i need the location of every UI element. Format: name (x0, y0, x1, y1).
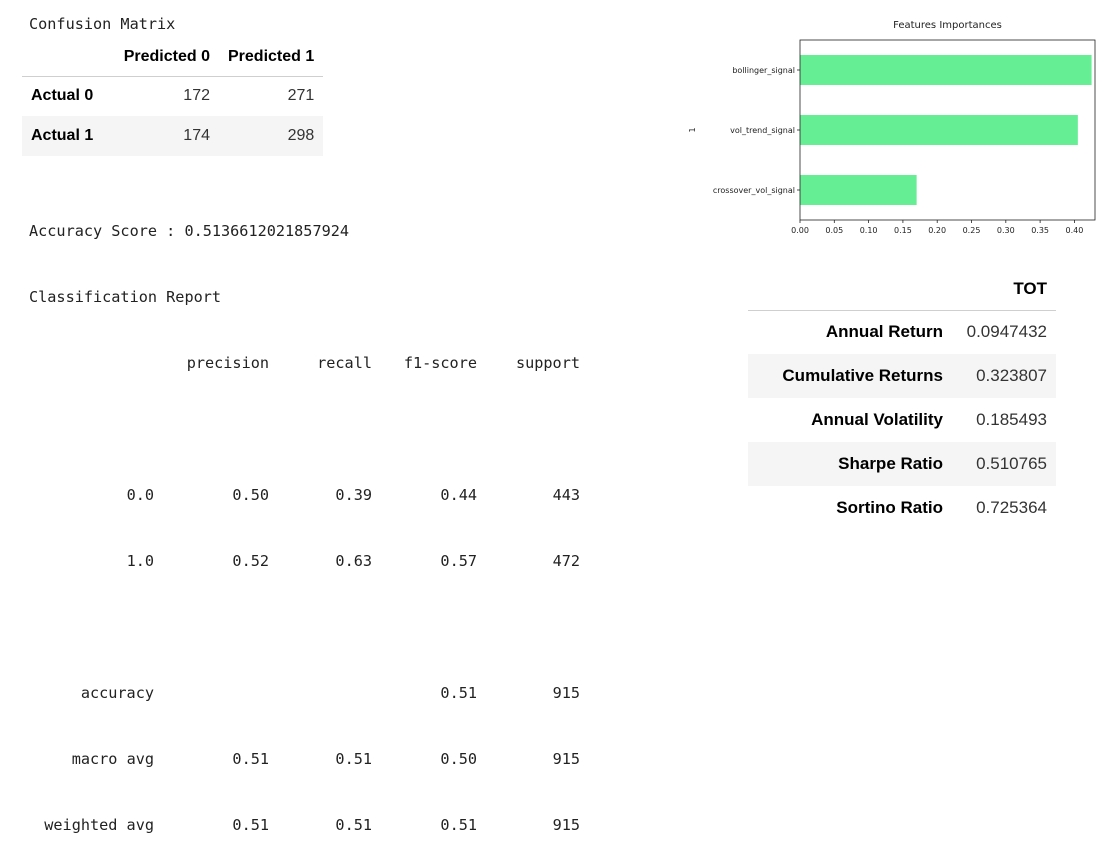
table-cell: 0.0947432 (966, 322, 1047, 342)
column-header: Predicted 1 (219, 39, 324, 77)
x-tick-label: 0.10 (860, 226, 878, 235)
row-header: Sortino Ratio (836, 498, 943, 517)
report-cell: 0.50 (440, 750, 477, 768)
confusion-matrix-title: Confusion Matrix (29, 15, 176, 33)
report-cell: 915 (552, 816, 580, 834)
confusion-matrix-table: Predicted 0 Predicted 1 Actual 0 172 271… (22, 39, 324, 156)
table-cell: 0.185493 (976, 410, 1047, 429)
table-cell: 0.510765 (976, 454, 1047, 473)
report-cell: 915 (552, 750, 580, 768)
feature-importances-chart: Features Importances 1 crossover_vol_sig… (688, 20, 1096, 235)
table-row: Annual Volatility 0.185493 (748, 398, 1056, 442)
report-row-label: 0.0 (126, 486, 154, 504)
metrics-table: TOT Annual Return 0.0947432 Cumulative R… (748, 268, 1056, 530)
row-header: Annual Volatility (811, 410, 943, 429)
plot-frame (799, 39, 1096, 221)
report-cell: 915 (552, 684, 580, 702)
report-row-label: macro avg (71, 750, 154, 768)
report-header-row: precision recall f1-score support (29, 352, 580, 374)
report-row: weighted avg 0.51 0.51 0.51 915 (29, 814, 580, 836)
table-row: Sharpe Ratio 0.510765 (748, 442, 1056, 486)
row-header: Actual 0 (31, 87, 94, 105)
row-header: Actual 1 (31, 127, 94, 144)
table-cell: 172 (183, 87, 210, 105)
column-header: precision (186, 354, 269, 372)
report-cell: 0.51 (335, 750, 372, 768)
chart-title: Features Importances (893, 20, 1002, 31)
table-cell: 0.725364 (976, 498, 1047, 517)
classification-report: Accuracy Score : 0.5136612021857924 Clas… (29, 176, 580, 858)
metrics-header-row: TOT (748, 268, 1056, 311)
row-header: Cumulative Returns (782, 366, 943, 385)
accuracy-score-line: Accuracy Score : 0.5136612021857924 (29, 222, 350, 240)
x-tick-label: 0.00 (791, 226, 809, 235)
report-row: 1.0 0.52 0.63 0.57 472 (29, 550, 580, 572)
confusion-matrix-corner (22, 39, 106, 77)
x-tick-label: 0.40 (1066, 226, 1084, 235)
column-header: recall (317, 354, 372, 372)
bar-crossover-vol-signal (800, 175, 917, 205)
report-row: 0.0 0.50 0.39 0.44 443 (29, 484, 580, 506)
report-cell: 0.57 (440, 552, 477, 570)
report-row: accuracy 0.51 915 (29, 682, 580, 704)
column-header: TOT (952, 268, 1056, 311)
column-header: support (515, 354, 580, 372)
x-tick-label: 0.25 (963, 226, 981, 235)
table-cell: 271 (287, 87, 315, 105)
bar-bollinger-signal (800, 55, 1092, 85)
table-cell: 298 (287, 127, 315, 144)
table-row: Actual 1 174 298 (22, 116, 324, 156)
table-cell: 174 (183, 127, 210, 144)
report-cell: 0.39 (335, 486, 372, 504)
table-row: Actual 0 172 271 (22, 76, 324, 116)
report-cell: 0.51 (232, 816, 269, 834)
y-axis-label: 1 (688, 127, 697, 132)
report-cell: 0.44 (440, 486, 477, 504)
report-row-label: 1.0 (126, 552, 154, 570)
report-cell: 0.50 (232, 486, 269, 504)
report-row-label: accuracy (80, 684, 154, 702)
column-header: f1-score (403, 354, 477, 372)
row-header: Sharpe Ratio (838, 454, 943, 473)
column-header: Predicted 0 (106, 39, 219, 77)
x-ticks: 0.00 0.05 0.10 0.15 0.20 0.25 0.30 0.35 0.40 (791, 220, 1083, 235)
classification-report-title: Classification Report (29, 288, 222, 306)
y-tick-labels: crossover_vol_signal vol_trend_signal boll… (713, 66, 800, 195)
bar-vol-trend-signal (800, 115, 1078, 145)
row-header: Annual Return (825, 322, 943, 342)
y-tick-label: crossover_vol_signal (713, 186, 795, 195)
report-cell: 443 (552, 486, 580, 504)
x-tick-label: 0.15 (894, 226, 912, 235)
report-row: macro avg 0.51 0.51 0.50 915 (29, 748, 580, 770)
y-tick-label: vol_trend_signal (730, 126, 795, 135)
report-cell: 472 (552, 552, 580, 570)
table-cell: 0.323807 (976, 366, 1047, 385)
metrics-corner (748, 268, 952, 311)
confusion-matrix-header-row: Predicted 0 Predicted 1 (22, 39, 324, 77)
bars-group (800, 55, 1092, 205)
report-cell: 0.52 (232, 552, 269, 570)
report-cell: 0.51 (232, 750, 269, 768)
report-row-label: weighted avg (44, 816, 154, 834)
report-cell: 0.63 (335, 552, 372, 570)
report-cell: 0.51 (335, 816, 372, 834)
x-tick-label: 0.05 (825, 226, 843, 235)
y-tick-label: bollinger_signal (732, 66, 795, 75)
report-cell: 0.51 (440, 684, 477, 702)
x-tick-label: 0.30 (997, 226, 1015, 235)
table-row: Cumulative Returns 0.323807 (748, 354, 1056, 398)
report-cell: 0.51 (440, 816, 477, 834)
table-row: Annual Return 0.0947432 (748, 310, 1056, 354)
x-tick-label: 0.35 (1031, 226, 1049, 235)
table-row: Sortino Ratio 0.725364 (748, 486, 1056, 530)
x-tick-label: 0.20 (928, 226, 946, 235)
